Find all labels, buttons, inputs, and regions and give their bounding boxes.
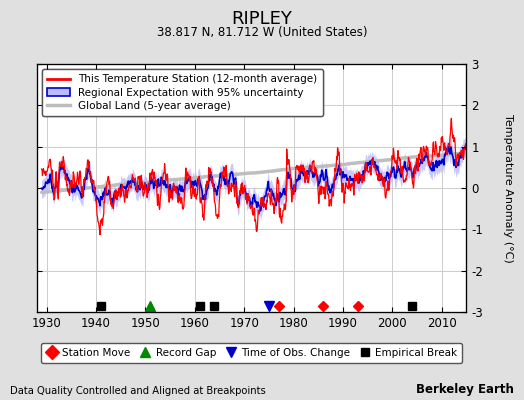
Text: 38.817 N, 81.712 W (United States): 38.817 N, 81.712 W (United States) <box>157 26 367 39</box>
Legend: This Temperature Station (12-month average), Regional Expectation with 95% uncer: This Temperature Station (12-month avera… <box>42 69 323 116</box>
Legend: Station Move, Record Gap, Time of Obs. Change, Empirical Break: Station Move, Record Gap, Time of Obs. C… <box>40 343 463 363</box>
Text: Berkeley Earth: Berkeley Earth <box>416 383 514 396</box>
Text: RIPLEY: RIPLEY <box>232 10 292 28</box>
Y-axis label: Temperature Anomaly (°C): Temperature Anomaly (°C) <box>503 114 512 262</box>
Text: Data Quality Controlled and Aligned at Breakpoints: Data Quality Controlled and Aligned at B… <box>10 386 266 396</box>
